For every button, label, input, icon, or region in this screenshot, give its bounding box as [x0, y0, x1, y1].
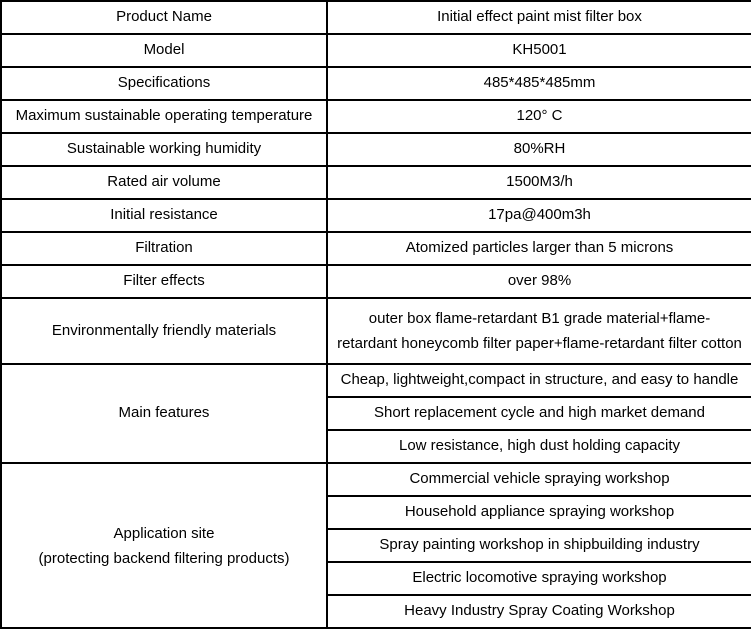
table-row: Maximum sustainable operating temperatur…: [0, 99, 751, 134]
row-label-specifications: Specifications: [0, 66, 328, 101]
row-label-model: Model: [0, 33, 328, 68]
row-label-materials: Environmentally friendly materials: [0, 297, 328, 365]
table-row: Heavy Industry Spray Coating Workshop: [1, 594, 751, 629]
row-value-working-humidity: 80%RH: [326, 132, 751, 167]
application-site-item-4: Electric locomotive spraying workshop: [326, 561, 751, 596]
application-site-label-line1: Application site: [113, 524, 215, 542]
table-row: Application site (protecting backend fil…: [0, 462, 751, 629]
table-row: Filtration Atomized particles larger tha…: [0, 231, 751, 266]
table-row: Sustainable working humidity 80%RH: [0, 132, 751, 167]
table-row: Short replacement cycle and high market …: [1, 396, 751, 431]
table-row: Household appliance spraying workshop: [1, 495, 751, 530]
application-site-label-line2: (protecting backend filtering products): [38, 549, 290, 567]
table-row: Spray painting workshop in shipbuilding …: [1, 528, 751, 563]
row-value-filter-effects: over 98%: [326, 264, 751, 299]
materials-value-text: outer box flame-retardant B1 grade mater…: [337, 310, 742, 352]
row-label-product-name: Product Name: [0, 0, 328, 35]
application-site-item-1: Commercial vehicle spraying workshop: [326, 462, 751, 497]
row-value-initial-resistance: 17pa@400m3h: [326, 198, 751, 233]
table-row: Main features Cheap, lightweight,compact…: [0, 363, 751, 464]
row-value-materials: outer box flame-retardant B1 grade mater…: [326, 297, 751, 365]
row-value-model: KH5001: [326, 33, 751, 68]
row-label-rated-air-volume: Rated air volume: [0, 165, 328, 200]
table-row: Specifications 485*485*485mm: [0, 66, 751, 101]
application-site-item-3: Spray painting workshop in shipbuilding …: [326, 528, 751, 563]
table-row: Model KH5001: [0, 33, 751, 68]
row-label-main-features: Main features: [0, 363, 328, 464]
application-site-item-5: Heavy Industry Spray Coating Workshop: [326, 594, 751, 629]
application-site-item-2: Household appliance spraying workshop: [326, 495, 751, 530]
row-label-filtration: Filtration: [0, 231, 328, 266]
table-row: Initial resistance 17pa@400m3h: [0, 198, 751, 233]
row-value-filtration: Atomized particles larger than 5 microns: [326, 231, 751, 266]
row-label-working-humidity: Sustainable working humidity: [0, 132, 328, 167]
main-feature-item-3: Low resistance, high dust holding capaci…: [326, 429, 751, 464]
row-label-application-site: Application site (protecting backend fil…: [0, 462, 328, 629]
row-value-product-name: Initial effect paint mist filter box: [326, 0, 751, 35]
table-row: Filter effects over 98%: [0, 264, 751, 299]
row-value-rated-air-volume: 1500M3/h: [326, 165, 751, 200]
table-row: Product Name Initial effect paint mist f…: [0, 0, 751, 35]
row-label-max-temperature: Maximum sustainable operating temperatur…: [0, 99, 328, 134]
table-row: Electric locomotive spraying workshop: [1, 561, 751, 596]
main-feature-item-2: Short replacement cycle and high market …: [326, 396, 751, 431]
row-label-initial-resistance: Initial resistance: [0, 198, 328, 233]
row-label-filter-effects: Filter effects: [0, 264, 328, 299]
row-value-specifications: 485*485*485mm: [326, 66, 751, 101]
table-row: Environmentally friendly materials outer…: [0, 297, 751, 365]
main-feature-item-1: Cheap, lightweight,compact in structure,…: [326, 363, 751, 398]
row-value-max-temperature: 120° C: [326, 99, 751, 134]
table-row: Rated air volume 1500M3/h: [0, 165, 751, 200]
